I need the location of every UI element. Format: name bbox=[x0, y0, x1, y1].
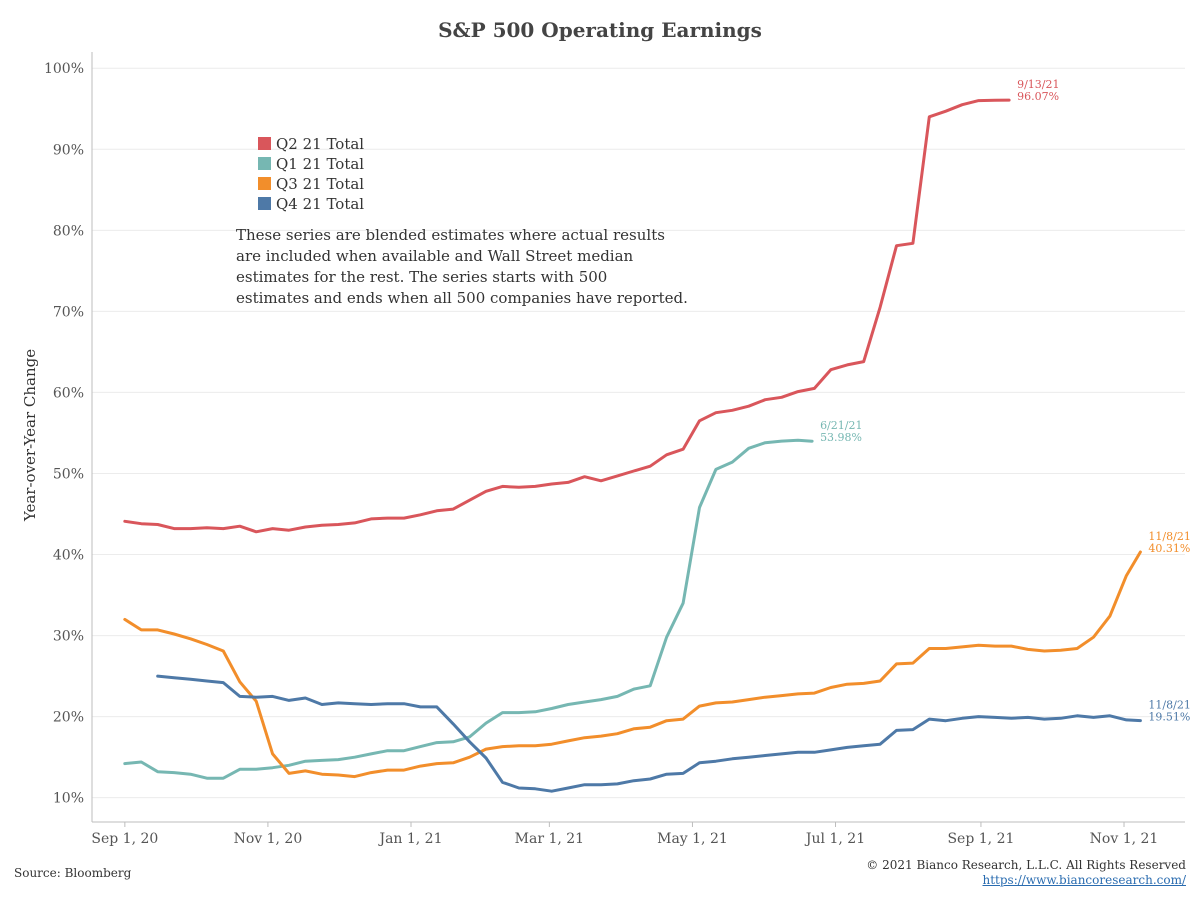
x-tick-label: May 1, 21 bbox=[657, 831, 728, 847]
annotation-line: These series are blended estimates where… bbox=[236, 226, 665, 244]
end-label-date: 9/13/21 bbox=[1017, 78, 1059, 91]
x-tick-label: Jan 1, 21 bbox=[377, 831, 442, 847]
end-label-value: 19.51% bbox=[1148, 711, 1190, 724]
annotation: These series are blended estimates where… bbox=[236, 226, 688, 307]
annotation-text: These series are blended estimates where… bbox=[236, 226, 688, 307]
legend-swatch bbox=[258, 157, 271, 170]
series-line-3 bbox=[123, 550, 1142, 779]
y-tick-label: 100% bbox=[44, 61, 84, 77]
copyright-block: © 2021 Bianco Research, L.L.C. All Right… bbox=[866, 858, 1186, 888]
y-tick-label: 30% bbox=[53, 629, 84, 645]
y-tick-label: 80% bbox=[53, 223, 84, 239]
series-line-1 bbox=[123, 98, 1011, 534]
end-label-value: 53.98% bbox=[820, 431, 862, 444]
series-line-4 bbox=[156, 674, 1142, 793]
x-tick-label: Sep 1, 20 bbox=[91, 831, 158, 847]
annotation-line: estimates for the rest. The series start… bbox=[236, 268, 607, 286]
y-tick-label: 50% bbox=[53, 466, 84, 482]
legend-label: Q2 21 Total bbox=[276, 135, 364, 153]
end-label-date: 11/8/21 bbox=[1148, 530, 1190, 543]
legend-swatch bbox=[258, 197, 271, 210]
x-tick-label: Jul 1, 21 bbox=[804, 831, 865, 847]
source-note: Source: Bloomberg bbox=[14, 866, 132, 880]
chart-title: S&P 500 Operating Earnings bbox=[438, 18, 762, 42]
legend-label: Q3 21 Total bbox=[276, 175, 364, 193]
x-tick-label: Mar 1, 21 bbox=[515, 831, 584, 847]
axes: 10% 20% 30% 40% 50% 60% 70% 80% 90% 100% Sep 1, 20… bbox=[44, 52, 1185, 847]
end-label-date: 11/8/21 bbox=[1148, 699, 1190, 712]
annotation-line: are included when available and Wall Str… bbox=[236, 247, 634, 265]
legend-swatch bbox=[258, 177, 271, 190]
end-label-value: 96.07% bbox=[1017, 90, 1059, 103]
y-tick-label: 20% bbox=[53, 710, 84, 726]
y-tick-label: 90% bbox=[53, 142, 84, 158]
x-tick-label: Nov 1, 20 bbox=[234, 831, 303, 847]
y-tick-label: 70% bbox=[53, 304, 84, 320]
x-tick-label: Sep 1, 21 bbox=[947, 831, 1014, 847]
y-tick-label: 10% bbox=[53, 791, 84, 807]
legend: Q2 21 Total Q1 21 Total Q3 21 Total Q4 21 T… bbox=[258, 135, 364, 213]
end-labels: 9/13/2196.07%6/21/2153.98%11/8/2140.31%1… bbox=[820, 78, 1191, 724]
y-axis-label: Year-over-Year Change bbox=[21, 349, 39, 522]
legend-label: Q4 21 Total bbox=[276, 195, 364, 213]
x-tick-label: Nov 1, 21 bbox=[1090, 831, 1159, 847]
gridlines bbox=[92, 67, 1185, 799]
copyright-text: © 2021 Bianco Research, L.L.C. All Right… bbox=[866, 858, 1186, 872]
series-lines bbox=[123, 98, 1142, 793]
website-link[interactable]: https://www.biancoresearch.com/ bbox=[982, 873, 1186, 887]
legend-label: Q1 21 Total bbox=[276, 155, 364, 173]
y-tick-label: 60% bbox=[53, 385, 84, 401]
end-label-value: 40.31% bbox=[1148, 542, 1190, 555]
legend-swatch bbox=[258, 137, 271, 150]
y-tick-label: 40% bbox=[53, 548, 84, 564]
annotation-line: estimates and ends when all 500 companie… bbox=[236, 289, 688, 307]
series-line-2 bbox=[123, 438, 814, 780]
end-label-date: 6/21/21 bbox=[820, 419, 862, 432]
